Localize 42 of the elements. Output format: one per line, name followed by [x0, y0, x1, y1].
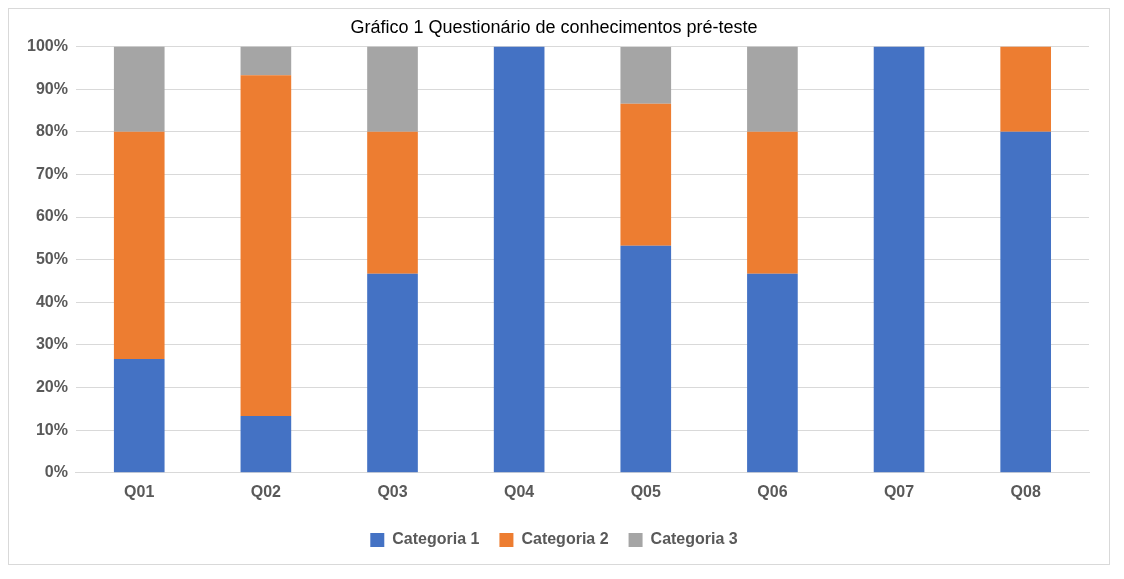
- x-tick-label: Q04: [504, 482, 535, 500]
- bar: [113, 131, 165, 360]
- bar: [367, 131, 418, 274]
- bar: [367, 273, 418, 473]
- y-tick-label: 20%: [35, 377, 68, 395]
- bar: [873, 46, 925, 473]
- bar: [240, 75, 292, 417]
- x-tick-label: Q06: [757, 482, 788, 500]
- bar: [747, 46, 798, 132]
- x-tick-label: Q01: [124, 482, 155, 500]
- x-tick-label: Q05: [630, 482, 661, 500]
- y-tick-label: 100%: [27, 37, 68, 55]
- bar: [113, 359, 165, 473]
- x-tick-label: Q03: [377, 482, 408, 500]
- bar: [620, 245, 672, 473]
- x-tick-label: Q08: [1010, 482, 1041, 500]
- bar: [620, 103, 672, 246]
- legend-label: Categoria 2: [521, 530, 609, 548]
- legend-label: Categoria 3: [650, 530, 738, 548]
- y-tick-label: 70%: [35, 164, 68, 182]
- y-tick-label: 40%: [35, 292, 68, 310]
- bar: [1000, 131, 1052, 473]
- bar: [493, 46, 545, 473]
- y-tick-label: 80%: [35, 122, 68, 140]
- chart-title: Gráfico 1 Questionário de conhecimentos pré-teste: [350, 16, 758, 37]
- legend-label: Categoria 1: [392, 530, 480, 548]
- bar: [240, 416, 292, 473]
- bar: [240, 46, 292, 76]
- bar: [620, 47, 672, 104]
- x-tick-label: Q02: [250, 482, 282, 500]
- bar: [747, 273, 798, 473]
- y-tick-label: 30%: [35, 335, 68, 353]
- bar: [747, 131, 798, 274]
- y-tick-label: 50%: [35, 250, 68, 268]
- bar: [1000, 46, 1052, 132]
- y-tick-label: 0%: [44, 463, 68, 481]
- bar: [367, 46, 418, 132]
- y-tick-label: 60%: [35, 207, 68, 225]
- x-tick-label: Q07: [883, 482, 915, 500]
- y-tick-label: 10%: [35, 420, 68, 438]
- y-tick-label: 90%: [35, 79, 68, 97]
- bar: [113, 46, 165, 132]
